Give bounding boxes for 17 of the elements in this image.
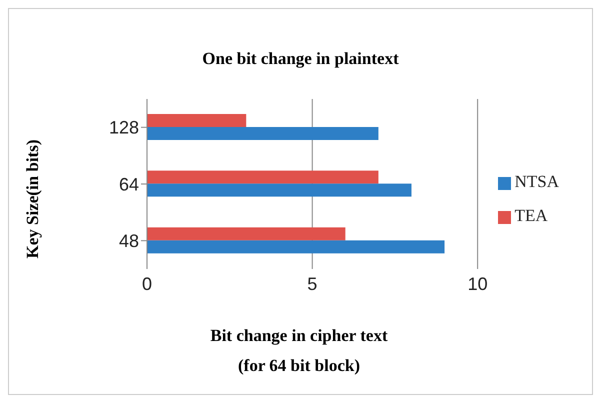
legend-label: NTSA — [514, 172, 559, 191]
x-tick-label: 10 — [468, 274, 488, 294]
bar — [147, 127, 378, 140]
legend-label: TEA — [514, 206, 548, 225]
y-axis-title: Key Size(in bits) — [23, 138, 43, 260]
y-tick-label: 64 — [118, 174, 139, 194]
chart-title: One bit change in plaintext — [201, 49, 400, 69]
x-tick-label: 5 — [307, 274, 318, 294]
y-tick-label: 48 — [118, 231, 139, 252]
bar — [147, 184, 412, 197]
bar — [147, 227, 346, 240]
bar — [147, 240, 445, 254]
bar — [147, 170, 378, 184]
bar — [147, 114, 246, 127]
y-tick-label: 128 — [108, 118, 139, 138]
x-axis-title: Bit change in cipher text (for 64 bit block) — [209, 325, 389, 377]
x-tick-label: 0 — [142, 274, 152, 294]
